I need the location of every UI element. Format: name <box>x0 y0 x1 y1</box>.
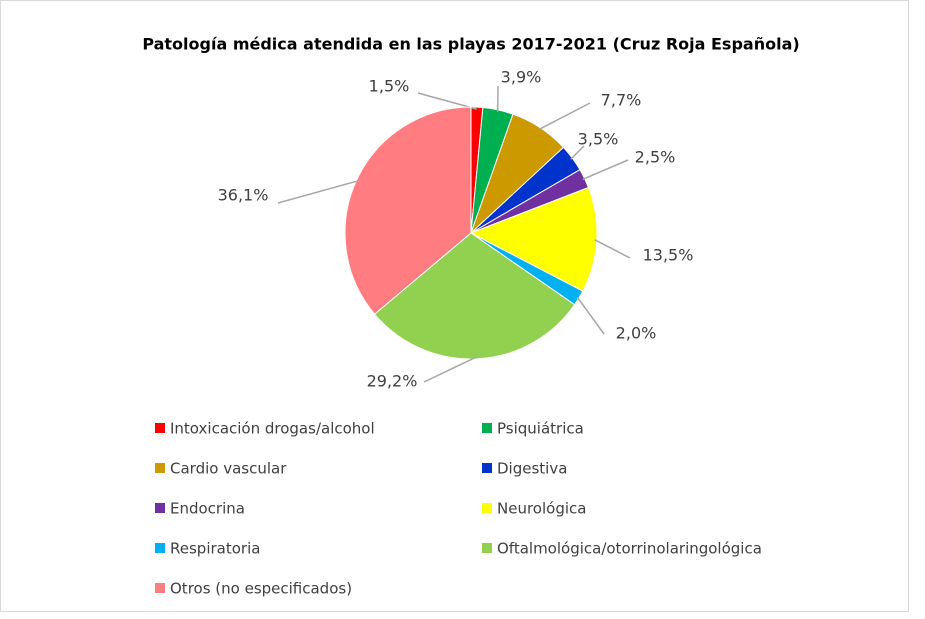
data-label: 2,5% <box>635 148 676 167</box>
data-label: 1,5% <box>369 77 410 96</box>
legend-label: Digestiva <box>497 460 567 478</box>
leader-line <box>423 356 478 383</box>
legend-label: Cardio vascular <box>170 460 287 478</box>
legend-swatch <box>482 503 492 513</box>
pie-slice <box>373 232 576 360</box>
legend-label: Endocrina <box>170 500 245 518</box>
legend-swatch <box>155 423 165 433</box>
legend-swatch <box>482 423 492 433</box>
data-label: 7,7% <box>601 91 642 110</box>
legend-label: Neurológica <box>497 500 586 518</box>
legend-swatch <box>155 503 165 513</box>
leader-line <box>576 296 605 335</box>
data-label: 2,0% <box>616 324 657 343</box>
legend-swatch <box>155 463 165 473</box>
leader-line <box>582 159 629 180</box>
leader-line <box>538 102 591 131</box>
legend-label: Otros (no especificados) <box>170 580 352 598</box>
legend-swatch <box>155 583 165 593</box>
data-label: 3,5% <box>578 130 619 149</box>
leader-line <box>570 145 585 160</box>
legend-swatch <box>155 543 165 553</box>
data-label: 3,9% <box>501 68 542 87</box>
pie-slice <box>469 186 598 292</box>
data-label: 36,1% <box>218 186 269 205</box>
legend-label: Psiquiátrica <box>497 420 584 438</box>
legend-label: Intoxicación drogas/alcohol <box>170 420 375 438</box>
legend-swatch <box>482 543 492 553</box>
leader-line <box>594 239 631 259</box>
pie-slice <box>344 106 472 315</box>
leader-line <box>417 92 478 110</box>
data-label: 13,5% <box>643 246 694 265</box>
leader-line <box>277 179 359 204</box>
chart-title: Patología médica atendida en las playas … <box>142 35 799 54</box>
data-label: 29,2% <box>367 372 418 391</box>
legend-swatch <box>482 463 492 473</box>
legend-label: Respiratoria <box>170 540 260 558</box>
legend-label: Oftalmológica/otorrinolaringológica <box>497 540 762 558</box>
